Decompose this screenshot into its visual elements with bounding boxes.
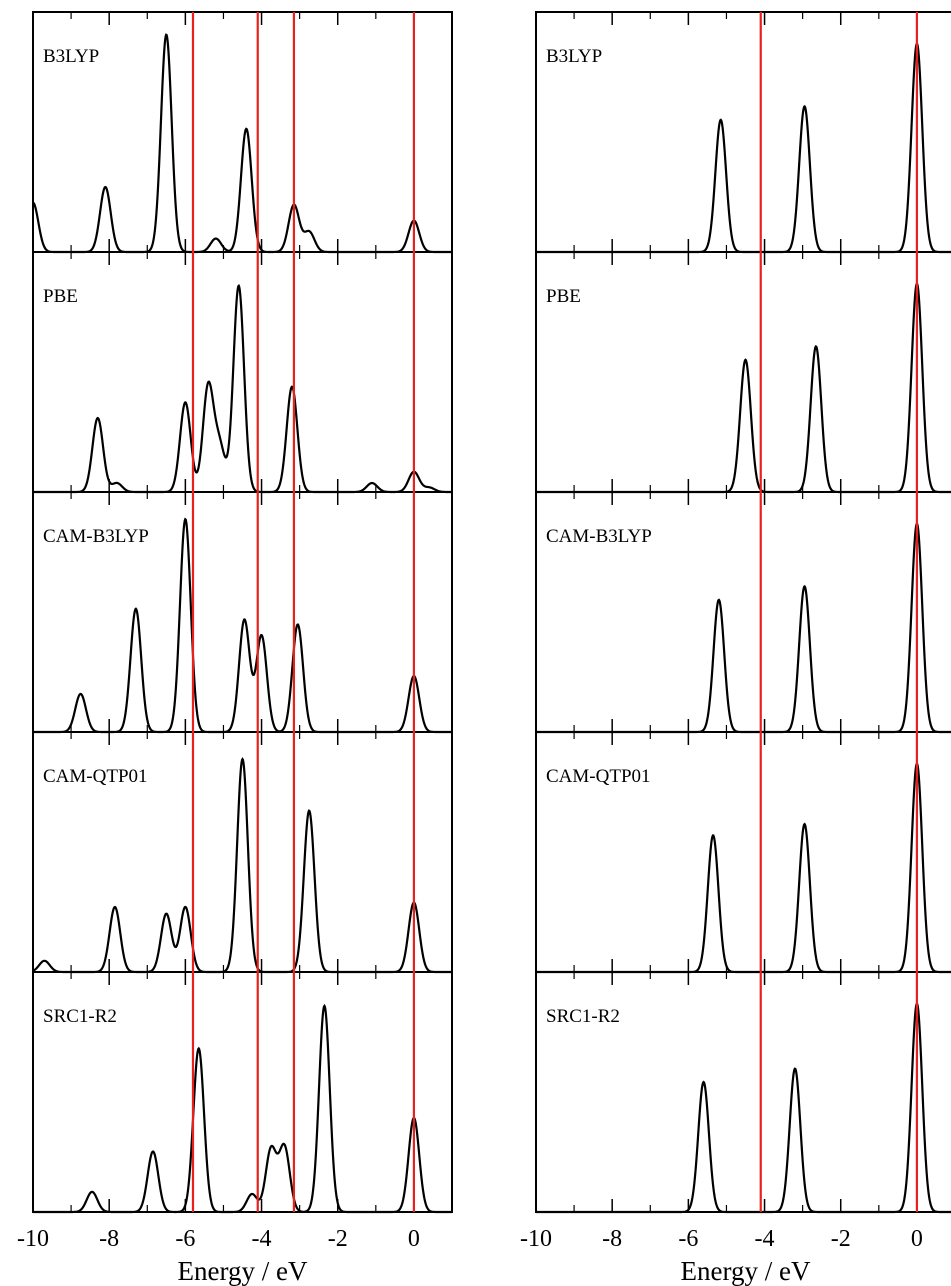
series-line — [32, 33, 452, 254]
panel-label: CAM-B3LYP — [43, 526, 149, 547]
panel-cam-b3lyp: CAM-B3LYP — [535, 491, 951, 734]
panel-label: B3LYP — [546, 46, 602, 67]
panel-frame — [32, 971, 453, 1213]
x-tick-label: -6 — [175, 1226, 195, 1252]
series-line — [536, 761, 951, 974]
panel-label: PBE — [43, 286, 78, 307]
x-tick-label: -2 — [831, 1226, 851, 1252]
series-line — [536, 521, 951, 734]
x-tick-label: -10 — [520, 1226, 552, 1252]
series-line — [33, 283, 452, 494]
panel-label: PBE — [546, 286, 581, 307]
panel-label: SRC1-R2 — [43, 1006, 117, 1027]
left-column-chart: B3LYP PBE CAM-B3LYP CAM-QTP01 SRC1-R2 -10 -8 -6… — [17, 11, 453, 1286]
series-line — [536, 1001, 951, 1214]
panel-pbe: PBE — [32, 251, 453, 494]
panel-label: B3LYP — [43, 46, 99, 67]
panel-frame — [32, 251, 453, 493]
series-line — [33, 517, 452, 734]
panel-b3lyp: B3LYP — [32, 11, 453, 254]
right-column-chart: B3LYP PBE CAM-B3LYP CAM-QTP01 SRC1-R2 -10 -8 -6… — [520, 11, 951, 1286]
x-tick-label: -4 — [252, 1226, 272, 1252]
panel-src1-r2: SRC1-R2 — [32, 971, 453, 1214]
x-tick-label: -10 — [17, 1226, 49, 1252]
x-axis-label: Energy / eV — [178, 1256, 308, 1286]
x-axis-label: Energy / eV — [681, 1256, 811, 1286]
series-line — [33, 1003, 452, 1214]
panel-frame — [535, 971, 951, 1213]
x-tick-label: 0 — [911, 1226, 923, 1252]
panel-cam-qtp01: CAM-QTP01 — [32, 731, 453, 974]
x-tick-label: -8 — [602, 1226, 622, 1252]
panel-label: SRC1-R2 — [546, 1006, 620, 1027]
panel-b3lyp: B3LYP — [535, 11, 951, 254]
panel-cam-qtp01: CAM-QTP01 — [535, 731, 951, 974]
x-tick-label: -2 — [328, 1226, 348, 1252]
panel-pbe: PBE — [535, 251, 951, 494]
panel-src1-r2: SRC1-R2 — [535, 971, 951, 1214]
x-tick-label: -8 — [99, 1226, 119, 1252]
series-line — [536, 41, 951, 254]
x-tick-label: -6 — [678, 1226, 698, 1252]
panel-label: CAM-B3LYP — [546, 526, 652, 547]
panel-label: CAM-QTP01 — [546, 766, 651, 787]
x-tick-label: -4 — [755, 1226, 775, 1252]
panel-cam-b3lyp: CAM-B3LYP — [32, 491, 453, 734]
panel-label: CAM-QTP01 — [43, 766, 148, 787]
series-line — [32, 757, 452, 974]
series-line — [536, 281, 951, 494]
x-tick-label: 0 — [408, 1226, 420, 1252]
